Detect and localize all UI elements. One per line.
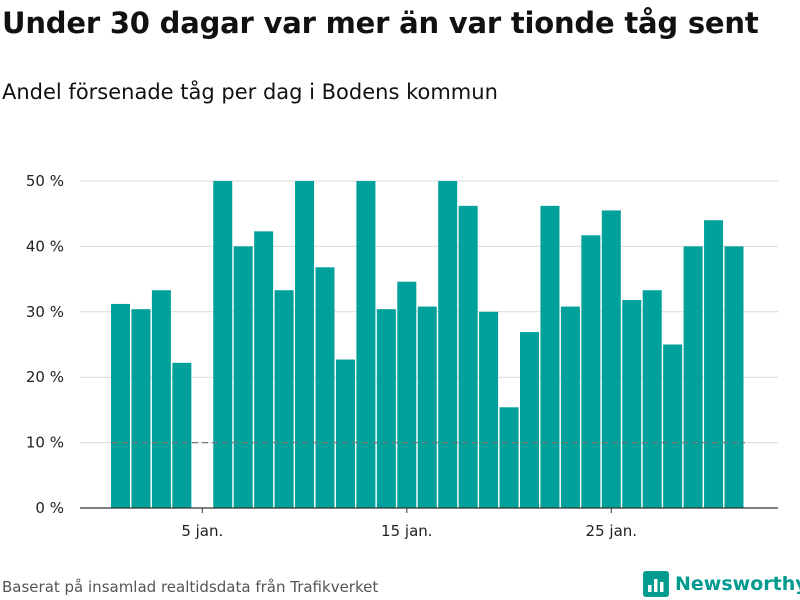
chart-title: Under 30 dagar var mer än var tionde tåg…	[2, 6, 759, 40]
bar	[724, 246, 744, 508]
bar	[274, 290, 294, 508]
bar	[151, 290, 171, 508]
source-note: Baserat på insamlad realtidsdata från Tr…	[2, 578, 379, 596]
bar	[254, 231, 274, 508]
y-tick-label: 0 %	[35, 499, 64, 517]
brand-name: Newsworthy	[675, 573, 800, 595]
bar	[397, 281, 417, 508]
bar	[315, 267, 335, 508]
x-tick-label: 15 jan.	[381, 522, 433, 540]
x-tick-label: 25 jan.	[586, 522, 638, 540]
bar	[683, 246, 703, 508]
bar	[704, 220, 724, 509]
bar	[172, 362, 192, 508]
y-tick-label: 50 %	[26, 172, 64, 190]
bar	[479, 311, 499, 508]
bar	[499, 407, 519, 508]
bar	[111, 303, 130, 508]
bar	[581, 235, 601, 509]
bar	[601, 210, 621, 508]
bar	[642, 290, 662, 508]
bar	[560, 306, 580, 508]
bar	[417, 306, 437, 508]
bar	[622, 300, 642, 508]
bar	[376, 309, 396, 508]
bar	[356, 181, 376, 508]
bar	[295, 181, 315, 508]
bar	[663, 344, 683, 508]
y-tick-label: 30 %	[26, 303, 64, 321]
bar	[233, 246, 253, 508]
bar	[131, 309, 151, 508]
bar	[540, 205, 560, 509]
chart-subtitle: Andel försenade tåg per dag i Bodens kom…	[2, 80, 498, 104]
brand-logo: Newsworthy	[643, 570, 800, 598]
x-tick-label: 5 jan.	[181, 522, 223, 540]
bar	[520, 332, 539, 508]
bar	[438, 181, 458, 508]
y-tick-label: 40 %	[26, 237, 64, 255]
bar	[213, 181, 233, 508]
bar-chart: 0 % 10 % 20 % 30 % 40 % 50 % 5 jan. 15 jan. 25 j…	[26, 172, 778, 540]
bar	[458, 205, 478, 509]
y-tick-label: 20 %	[26, 368, 64, 386]
y-tick-label: 10 %	[26, 434, 64, 452]
bar	[335, 359, 355, 508]
bar-chart-logo-icon	[643, 571, 669, 597]
